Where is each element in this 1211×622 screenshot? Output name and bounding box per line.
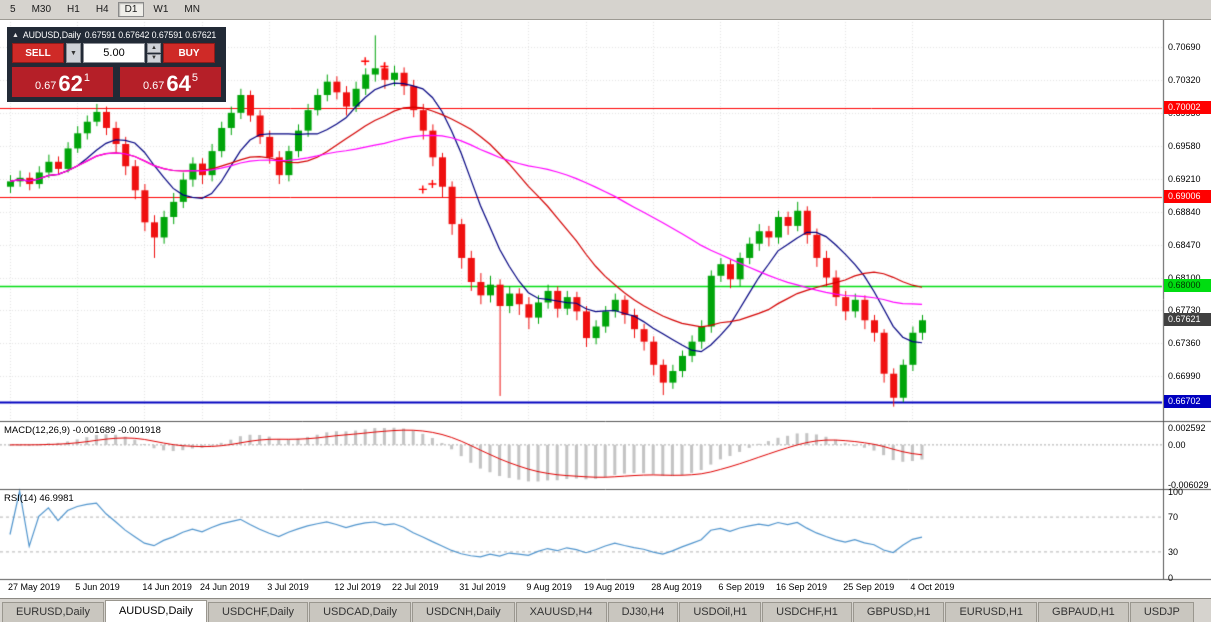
timeframe-button-H1[interactable]: H1 [60,2,87,17]
chart-tab-0[interactable]: EURUSD,Daily [2,602,104,622]
date-axis-label: 6 Sep 2019 [718,582,765,592]
buy-price-display[interactable]: 0.67 64 5 [120,67,221,97]
price-axis-tick: 0.69580 [1168,140,1201,151]
timeframe-button-M30[interactable]: M30 [24,2,59,17]
chart-ohlc-values: 0.67591 0.67642 0.67591 0.67621 [84,30,217,40]
rsi-axis-tick: 100 [1168,487,1184,497]
date-axis-label: 9 Aug 2019 [526,582,572,592]
hline-price-tag: 0.66702 [1164,395,1211,408]
trade-controls: SELL ▼ ▲ ▼ BUY [12,43,221,63]
macd-axis-tick: 0.002592 [1168,423,1206,433]
volume-dropdown-button[interactable]: ▼ [66,43,81,63]
date-axis-label: 3 Jul 2019 [267,582,309,592]
chart-tab-4[interactable]: USDCNH,Daily [412,602,515,622]
chart-tab-11[interactable]: GBPAUD,H1 [1038,602,1129,622]
chart-tab-8[interactable]: USDCHF,H1 [762,602,852,622]
price-axis-tick: 0.68470 [1168,239,1201,250]
current-price-tag: 0.67621 [1164,313,1211,327]
volume-spinner: ▲ ▼ [147,43,161,63]
price-axis-tick: 0.67360 [1168,338,1201,349]
timeframe-button-H4[interactable]: H4 [88,2,116,17]
hline-price-tag: 0.70002 [1164,101,1211,115]
chart-tab-1[interactable]: AUDUSD,Daily [104,600,207,622]
price-axis-tick: 0.69210 [1168,173,1201,184]
timeframe-button-W1[interactable]: W1 [146,2,176,17]
chart-area: MACD(12,26,9) -0.001689 -0.001918 RSI(14… [0,20,1211,598]
timeframe-button-D1[interactable]: D1 [117,2,145,17]
macd-axis-tick: -0.006029 [1168,479,1209,490]
date-axis-label: 28 Aug 2019 [651,582,702,592]
rsi-axis-tick: 70 [1168,512,1179,523]
ask-big-digits: 64 [166,71,191,96]
date-axis-label: 31 Jul 2019 [459,582,506,592]
ask-pipette: 5 [191,72,199,84]
chart-header: ▲ AUDUSD,Daily 0.67591 0.67642 0.67591 0… [12,30,221,40]
chart-tabs-bar: EURUSD,Daily AUDUSD,Daily USDCHF,Daily USDC… [0,598,1211,622]
date-axis-label: 14 Jun 2019 [142,582,192,592]
price-axis-tick: 0.68100 [1168,272,1201,283]
buy-button[interactable]: BUY [163,43,215,63]
volume-input[interactable] [83,43,145,63]
bid-prefix: 0.67 [34,80,57,92]
bid-ask-quotes: 0.67 62 1 0.67 64 5 [12,67,221,97]
hline-price-tag: 0.69006 [1164,189,1211,203]
rsi-axis-tick: 0 [1168,573,1174,583]
chart-tab-10[interactable]: EURUSD,H1 [945,602,1038,622]
macd-axis-tick: 0.00 [1168,439,1186,450]
bid-big-digits: 62 [58,71,83,96]
price-axis-tick: 0.70690 [1168,41,1201,52]
date-axis-label: 25 Sep 2019 [843,582,895,592]
chart-tab-5[interactable]: XAUUSD,H4 [515,602,607,622]
macd-indicator-label: MACD(12,26,9) -0.001689 -0.001918 [4,425,161,436]
price-axis-tick: 0.70320 [1168,74,1201,85]
hline-price-tag: 0.68000 [1164,279,1211,293]
timeframe-button-MN[interactable]: MN [177,2,207,17]
one-click-trading-panel: ▲ AUDUSD,Daily 0.67591 0.67642 0.67591 0… [7,27,226,102]
date-axis-label: 4 Oct 2019 [910,582,955,592]
chart-tab-9[interactable]: GBPUSD,H1 [852,602,945,622]
chart-tab-2[interactable]: USDCHF,Daily [207,602,309,622]
date-axis-label: 19 Aug 2019 [584,582,635,592]
timeframe-toolbar: 5 M30 H1 H4 D1 W1 MN [0,0,1211,20]
rsi-indicator-label: RSI(14) 46.9981 [4,493,74,504]
collapse-panel-icon[interactable]: ▲ [12,31,19,39]
date-axis-label: 24 Jun 2019 [200,582,250,592]
chart-tab-12[interactable]: USDJP [1129,602,1194,622]
date-axis-label: 16 Sep 2019 [776,582,828,592]
date-axis-label: 5 Jun 2019 [75,582,120,592]
price-chart-canvas[interactable] [0,20,1211,598]
volume-decrease-button[interactable]: ▼ [147,53,161,63]
chart-tab-6[interactable]: DJ30,H4 [607,602,679,622]
price-axis-tick: 0.67730 [1168,305,1201,316]
chart-tab-7[interactable]: USDOil,H1 [679,602,762,622]
date-axis-label: 12 Jul 2019 [334,582,381,592]
ask-prefix: 0.67 [142,80,165,92]
date-axis-label: 27 May 2019 [8,582,61,592]
rsi-axis-tick: 30 [1168,546,1179,557]
chart-tab-3[interactable]: USDCAD,Daily [309,602,412,622]
price-axis-tick: 0.68840 [1168,206,1201,217]
price-axis: 0.706900.703200.699500.695800.692100.688… [1164,20,1211,598]
timeframe-button-5[interactable]: 5 [3,2,23,17]
price-axis-tick: 0.66990 [1168,371,1201,382]
date-axis-label: 22 Jul 2019 [392,582,439,592]
chart-symbol-title: AUDUSD,Daily [22,30,81,40]
bid-pipette: 1 [83,72,91,84]
sell-price-display[interactable]: 0.67 62 1 [12,67,113,97]
sell-button[interactable]: SELL [12,43,64,63]
volume-increase-button[interactable]: ▲ [147,43,161,53]
